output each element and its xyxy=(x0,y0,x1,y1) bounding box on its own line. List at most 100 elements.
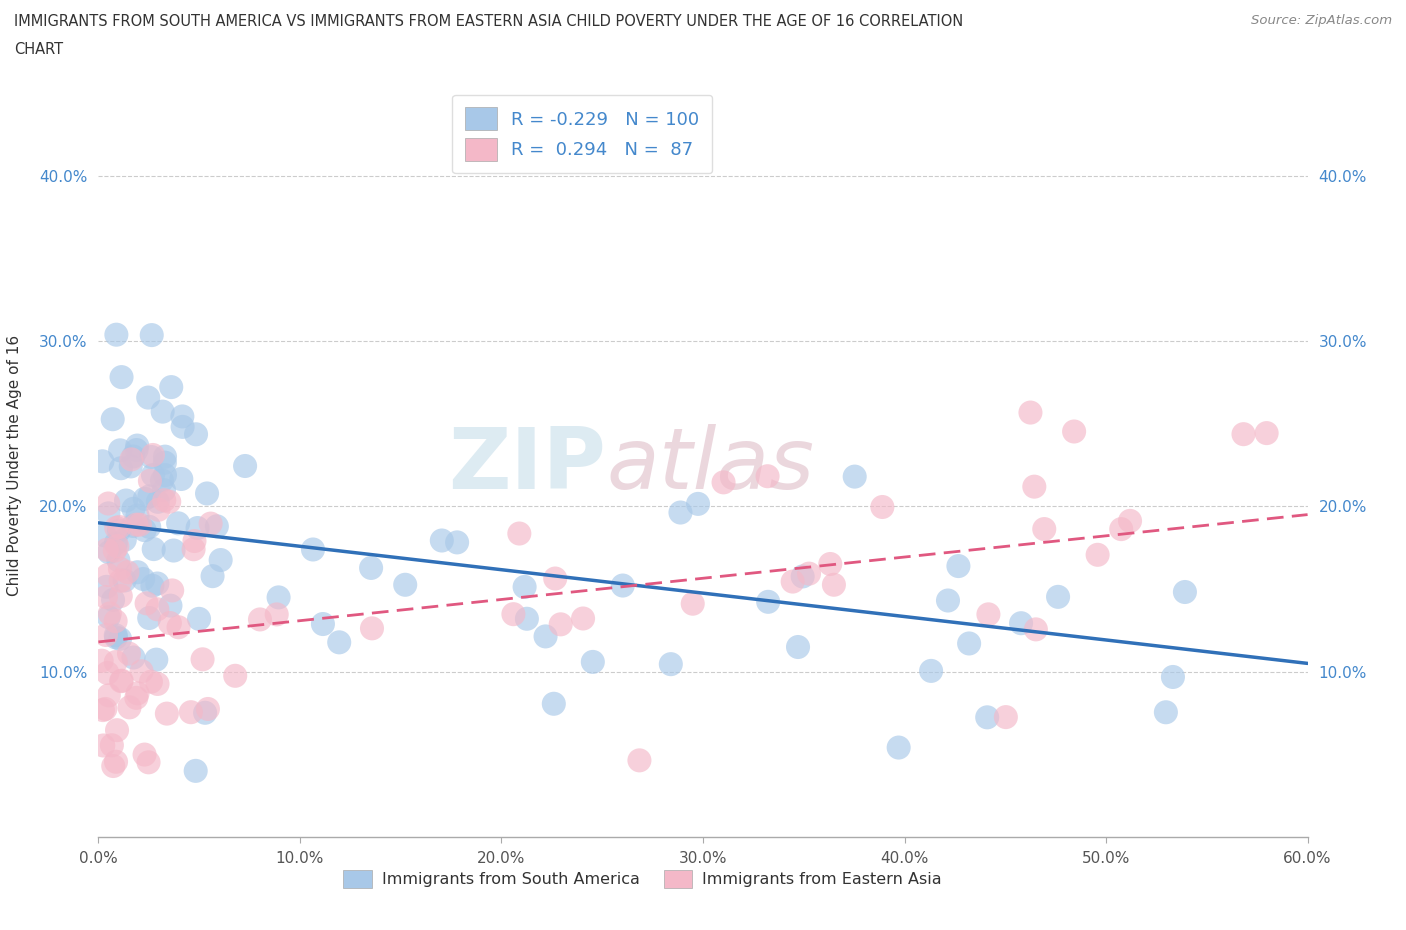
Point xyxy=(120,452,142,467)
Point xyxy=(142,468,165,483)
Point xyxy=(200,516,222,531)
Point xyxy=(110,673,132,688)
Point xyxy=(713,475,735,490)
Point xyxy=(108,631,131,646)
Point xyxy=(188,611,211,626)
Point xyxy=(361,621,384,636)
Point xyxy=(139,674,162,689)
Point xyxy=(394,578,416,592)
Point xyxy=(756,469,779,484)
Point xyxy=(191,652,214,667)
Point xyxy=(104,655,127,670)
Point xyxy=(108,443,131,458)
Point xyxy=(94,628,117,643)
Point xyxy=(302,542,325,557)
Point xyxy=(142,447,165,462)
Point xyxy=(153,449,176,464)
Point xyxy=(97,567,120,582)
Text: IMMIGRANTS FROM SOUTH AMERICA VS IMMIGRANTS FROM EASTERN ASIA CHILD POVERTY UNDE: IMMIGRANTS FROM SOUTH AMERICA VS IMMIGRA… xyxy=(14,14,963,29)
Point xyxy=(97,496,120,511)
Point xyxy=(127,565,149,579)
Point xyxy=(110,460,132,475)
Point xyxy=(127,508,149,523)
Point xyxy=(105,723,128,737)
Point xyxy=(187,521,209,536)
Point xyxy=(920,663,942,678)
Point xyxy=(1154,705,1177,720)
Point xyxy=(513,579,536,594)
Point xyxy=(111,673,134,688)
Point xyxy=(224,669,246,684)
Point xyxy=(669,505,692,520)
Point xyxy=(145,652,167,667)
Point xyxy=(108,520,131,535)
Point xyxy=(159,616,181,631)
Point xyxy=(233,458,256,473)
Point xyxy=(96,542,118,557)
Point xyxy=(98,545,121,560)
Point xyxy=(1010,616,1032,631)
Point xyxy=(122,501,145,516)
Point xyxy=(612,578,634,593)
Point xyxy=(167,619,190,634)
Point xyxy=(150,473,173,488)
Point xyxy=(94,590,117,604)
Point xyxy=(114,532,136,547)
Point xyxy=(153,493,176,508)
Point xyxy=(104,543,127,558)
Point xyxy=(110,573,132,588)
Point xyxy=(105,327,128,342)
Point xyxy=(977,607,1000,622)
Point xyxy=(131,664,153,679)
Point xyxy=(146,576,169,591)
Point xyxy=(1174,585,1197,600)
Point xyxy=(101,592,124,607)
Point xyxy=(138,611,160,626)
Point xyxy=(249,612,271,627)
Point xyxy=(104,614,127,629)
Point xyxy=(1256,426,1278,441)
Point xyxy=(94,701,117,716)
Point xyxy=(141,449,163,464)
Point xyxy=(659,657,682,671)
Point xyxy=(157,494,180,509)
Point xyxy=(508,526,530,541)
Point xyxy=(105,630,128,644)
Point xyxy=(1025,622,1047,637)
Point xyxy=(328,635,350,650)
Point xyxy=(94,528,117,543)
Point xyxy=(114,573,136,588)
Point xyxy=(139,473,162,488)
Point xyxy=(153,455,176,470)
Point xyxy=(105,538,128,553)
Point xyxy=(148,502,170,517)
Point xyxy=(682,596,704,611)
Point xyxy=(138,489,160,504)
Point xyxy=(184,764,207,778)
Point xyxy=(787,640,810,655)
Point xyxy=(183,534,205,549)
Point xyxy=(160,379,183,394)
Text: ZIP: ZIP xyxy=(449,423,606,507)
Point xyxy=(686,497,709,512)
Point xyxy=(122,650,145,665)
Point xyxy=(582,655,605,670)
Point xyxy=(104,536,127,551)
Point xyxy=(994,710,1017,724)
Point xyxy=(792,569,814,584)
Point xyxy=(550,617,572,631)
Point xyxy=(180,705,202,720)
Point xyxy=(156,706,179,721)
Point xyxy=(110,589,132,604)
Point xyxy=(1109,522,1132,537)
Point xyxy=(360,561,382,576)
Y-axis label: Child Poverty Under the Age of 16: Child Poverty Under the Age of 16 xyxy=(7,335,22,595)
Point xyxy=(91,738,114,753)
Point xyxy=(97,610,120,625)
Point xyxy=(103,759,125,774)
Point xyxy=(96,666,118,681)
Point xyxy=(1019,405,1042,420)
Point xyxy=(194,705,217,720)
Point xyxy=(160,583,183,598)
Point xyxy=(1119,513,1142,528)
